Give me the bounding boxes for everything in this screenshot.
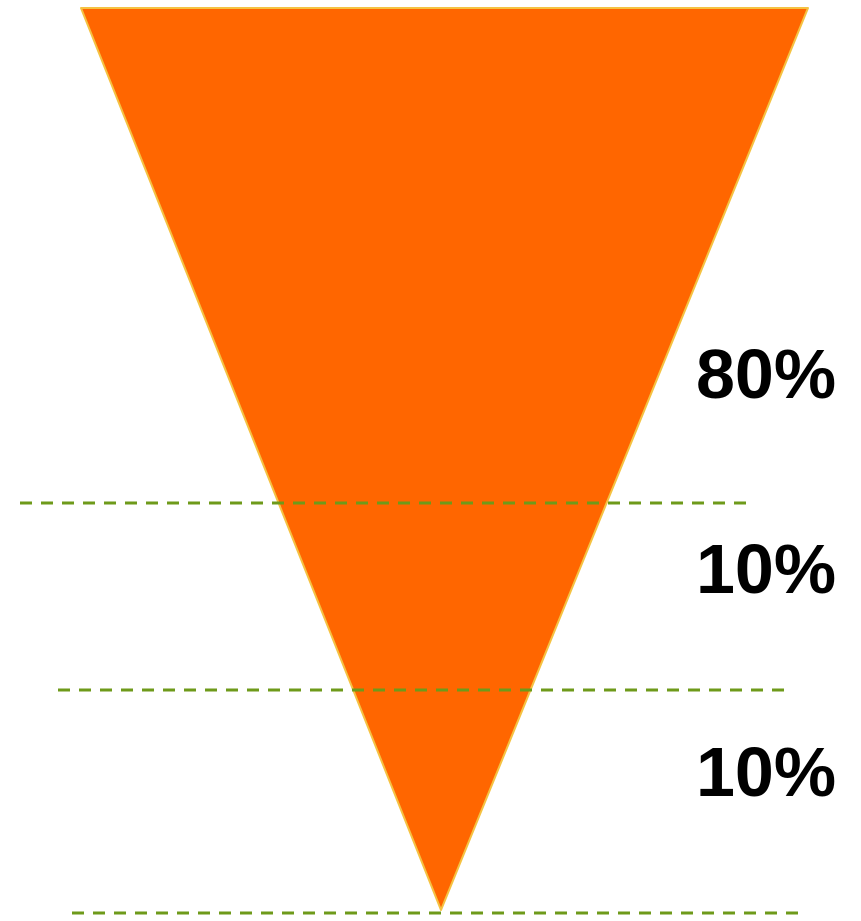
segment-label-bottom: 10% — [696, 733, 836, 811]
segment-label-top: 80% — [696, 335, 836, 413]
funnel-triangle — [80, 7, 809, 911]
segment-label-middle: 10% — [696, 530, 836, 608]
